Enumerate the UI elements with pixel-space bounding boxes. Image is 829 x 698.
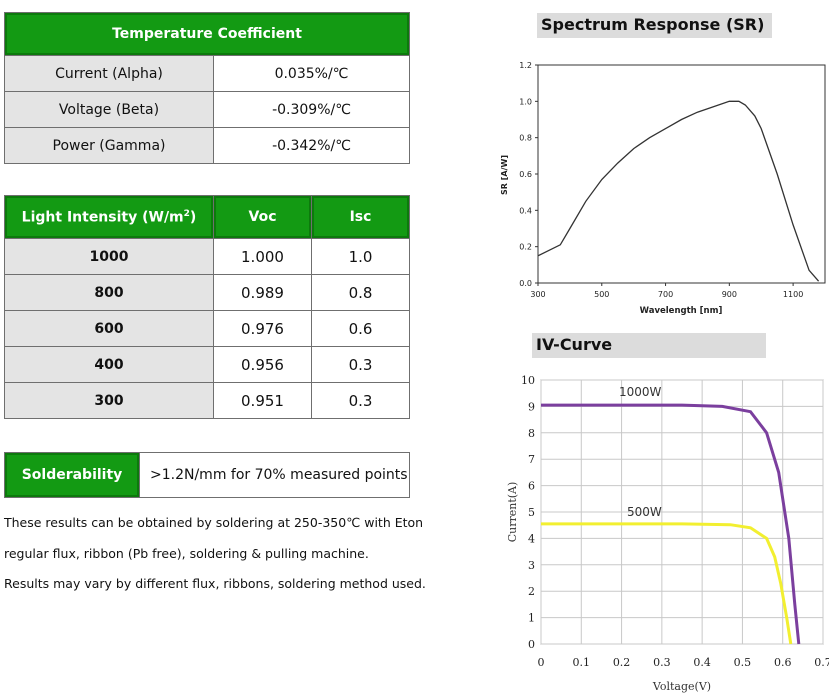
iv-section-title: IV-Curve xyxy=(532,333,766,358)
sr-plot-frame xyxy=(537,64,826,284)
iv-xtick-label: 0.1 xyxy=(573,656,591,669)
iv-ytick-label: 9 xyxy=(528,400,535,413)
sr-series-line xyxy=(537,100,820,282)
isc-cell: 1.0 xyxy=(311,238,410,275)
note-line: regular flux, ribbon (Pb free), solderin… xyxy=(4,546,369,561)
coefficient-value: -0.309%/℃ xyxy=(213,91,410,128)
isc-cell: 0.6 xyxy=(311,310,410,347)
iv-ytick-label: 6 xyxy=(528,480,535,493)
iv-xtick-label: 0.5 xyxy=(734,656,752,669)
sr-xtick-label: 900 xyxy=(722,290,737,299)
iv-xtick-label: 0.7 xyxy=(814,656,829,669)
sr-ytick-label: 0.2 xyxy=(519,243,532,252)
voc-cell: 1.000 xyxy=(213,238,312,275)
temperature-coefficient-table: Temperature Coefficient Current (Alpha) … xyxy=(4,12,410,164)
voc-cell: 0.976 xyxy=(213,310,312,347)
light-intensity-header-text: Light Intensity (W/m xyxy=(21,209,184,226)
intensity-cell: 1000 xyxy=(4,238,214,275)
iv-1000w-line xyxy=(541,403,801,645)
iv-xtick-label: 0.4 xyxy=(693,656,711,669)
table-row: 600 0.976 0.6 xyxy=(4,310,410,347)
iv-ytick-label: 10 xyxy=(521,374,535,387)
iv-xtick-label: 0 xyxy=(538,656,545,669)
voc-cell: 0.951 xyxy=(213,382,312,419)
sr-xtick-label: 500 xyxy=(594,290,609,299)
coefficient-label: Voltage (Beta) xyxy=(4,91,214,128)
intensity-cell: 600 xyxy=(4,310,214,347)
intensity-cell: 300 xyxy=(4,382,214,419)
iv-curve-chart: 0 1 2 3 4 5 6 7 8 9 10 0 0.1 0.2 0.3 0.4 0.5 0.6 0.7 1000… xyxy=(506,374,829,693)
sr-ytick-label: 0.8 xyxy=(519,134,532,143)
isc-header: Isc xyxy=(311,195,410,239)
iv-ylabel: Current(A) xyxy=(506,482,519,543)
table-row: Solderability >1.2N/mm for 70% measured … xyxy=(4,452,410,498)
table-row: 800 0.989 0.8 xyxy=(4,274,410,311)
iv-500w-label: 500W xyxy=(627,505,662,519)
coefficient-label: Power (Gamma) xyxy=(4,127,214,164)
voc-cell: 0.956 xyxy=(213,346,312,383)
sr-xlabel: Wavelength [nm] xyxy=(640,306,723,316)
solderability-table: Solderability >1.2N/mm for 70% measured … xyxy=(4,452,410,498)
light-intensity-header-close: ) xyxy=(189,209,197,226)
sr-xtick-label: 1100 xyxy=(783,290,803,299)
iv-ytick-label: 7 xyxy=(528,453,535,466)
intensity-cell: 800 xyxy=(4,274,214,311)
intensity-cell: 400 xyxy=(4,346,214,383)
sr-ytick-label: 1.0 xyxy=(519,97,532,106)
table-row: Current (Alpha) 0.035%/℃ xyxy=(4,55,410,92)
note-line: These results can be obtained by solderi… xyxy=(4,515,424,530)
coefficient-label: Current (Alpha) xyxy=(4,55,214,92)
coefficient-value: 0.035%/℃ xyxy=(213,55,410,92)
light-intensity-header: Light Intensity (W/m2) xyxy=(4,195,214,239)
solderability-label: Solderability xyxy=(4,452,140,498)
iv-ytick-label: 0 xyxy=(528,638,535,651)
iv-ytick-label: 4 xyxy=(528,532,535,545)
iv-500w-line xyxy=(541,522,793,645)
iv-ytick-label: 5 xyxy=(528,506,535,519)
sr-ytick-label: 1.2 xyxy=(519,61,532,70)
note-line: Results may vary by different flux, ribb… xyxy=(4,576,426,591)
sr-ytick-label: 0.0 xyxy=(519,279,532,288)
iv-xtick-label: 0.3 xyxy=(653,656,671,669)
light-intensity-header-sup: 2 xyxy=(183,208,190,219)
iv-ytick-label: 1 xyxy=(528,612,535,625)
table-row: Power (Gamma) -0.342%/℃ xyxy=(4,127,410,164)
coefficient-value: -0.342%/℃ xyxy=(213,127,410,164)
isc-cell: 0.8 xyxy=(311,274,410,311)
iv-ytick-label: 8 xyxy=(528,427,535,440)
iv-ytick-label: 3 xyxy=(528,559,535,572)
iv-xtick-label: 0.2 xyxy=(613,656,631,669)
iv-1000w-label: 1000W xyxy=(619,385,662,399)
isc-cell: 0.3 xyxy=(311,346,410,383)
voc-cell: 0.989 xyxy=(213,274,312,311)
spectrum-response-chart: 0.0 0.2 0.4 0.6 0.8 1.0 1.2 300 500 700 900 1100 S… xyxy=(500,61,826,316)
temperature-coefficient-title: Temperature Coefficient xyxy=(4,12,410,56)
isc-cell: 0.3 xyxy=(311,382,410,419)
table-row: 1000 1.000 1.0 xyxy=(4,238,410,275)
sr-xtick-label: 700 xyxy=(658,290,673,299)
spectrum-section-title: Spectrum Response (SR) xyxy=(537,13,772,38)
iv-xtick-label: 0.6 xyxy=(774,656,792,669)
solderability-value: >1.2N/mm for 70% measured points xyxy=(139,452,410,498)
voc-header: Voc xyxy=(213,195,312,239)
sr-ytick-label: 0.4 xyxy=(519,206,532,215)
sr-xtick-label: 300 xyxy=(530,290,545,299)
iv-xlabel: Voltage(V) xyxy=(652,680,711,693)
light-intensity-table: Light Intensity (W/m2) Voc Isc 1000 1.00… xyxy=(4,195,410,419)
sr-ytick-label: 0.6 xyxy=(519,170,532,179)
table-row: 400 0.956 0.3 xyxy=(4,346,410,383)
iv-ytick-label: 2 xyxy=(528,585,535,598)
table-row: Voltage (Beta) -0.309%/℃ xyxy=(4,91,410,128)
sr-ylabel: SR [A/W] xyxy=(500,155,509,195)
table-row: 300 0.951 0.3 xyxy=(4,382,410,419)
